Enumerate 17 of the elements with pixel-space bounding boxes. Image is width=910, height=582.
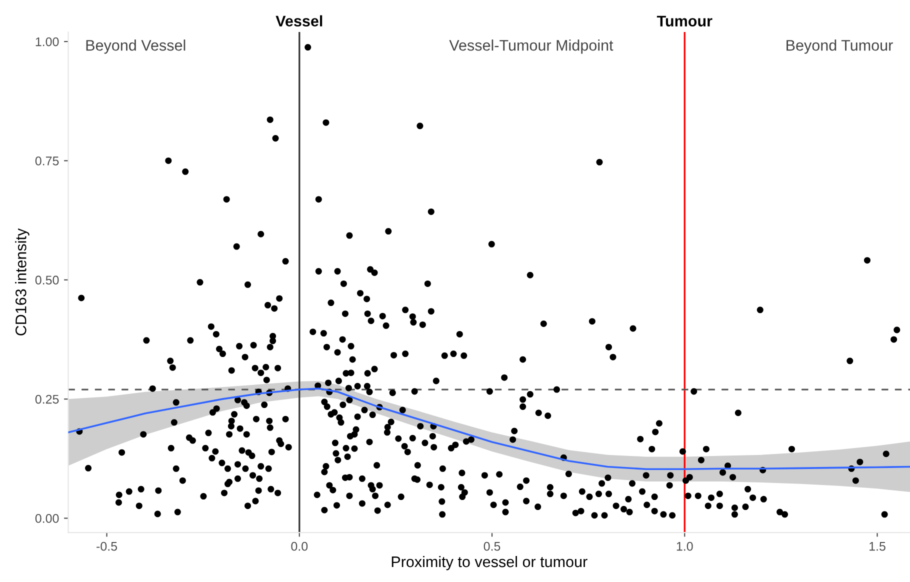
y-tick-label: 0.75 bbox=[35, 156, 59, 166]
annotation: Vessel-Tumour Midpoint bbox=[449, 40, 614, 54]
y-tick-label: 1.00 bbox=[36, 37, 59, 46]
x-tick-label: -0.5 bbox=[96, 542, 118, 551]
x-tick-label: 0.0 bbox=[291, 542, 308, 551]
annotation: Beyond Tumour bbox=[786, 40, 893, 54]
y-tick-label: 0.50 bbox=[35, 276, 59, 285]
x-tick-label: 0.5 bbox=[484, 542, 500, 551]
x-axis-title: Proximity to vessel or tumour bbox=[392, 556, 588, 570]
ref-line-label: Tumour bbox=[656, 16, 712, 26]
y-tick-label: 0.00 bbox=[35, 514, 59, 523]
x-tick-label: 1.5 bbox=[870, 542, 886, 551]
annotation: Beyond Vessel bbox=[86, 40, 186, 54]
x-tick-label: 1.0 bbox=[676, 542, 693, 551]
y-tick-label: 0.25 bbox=[35, 394, 59, 404]
y-axis-title: CD163 intensity bbox=[15, 228, 30, 336]
ref-line-label: Vessel bbox=[276, 15, 322, 26]
